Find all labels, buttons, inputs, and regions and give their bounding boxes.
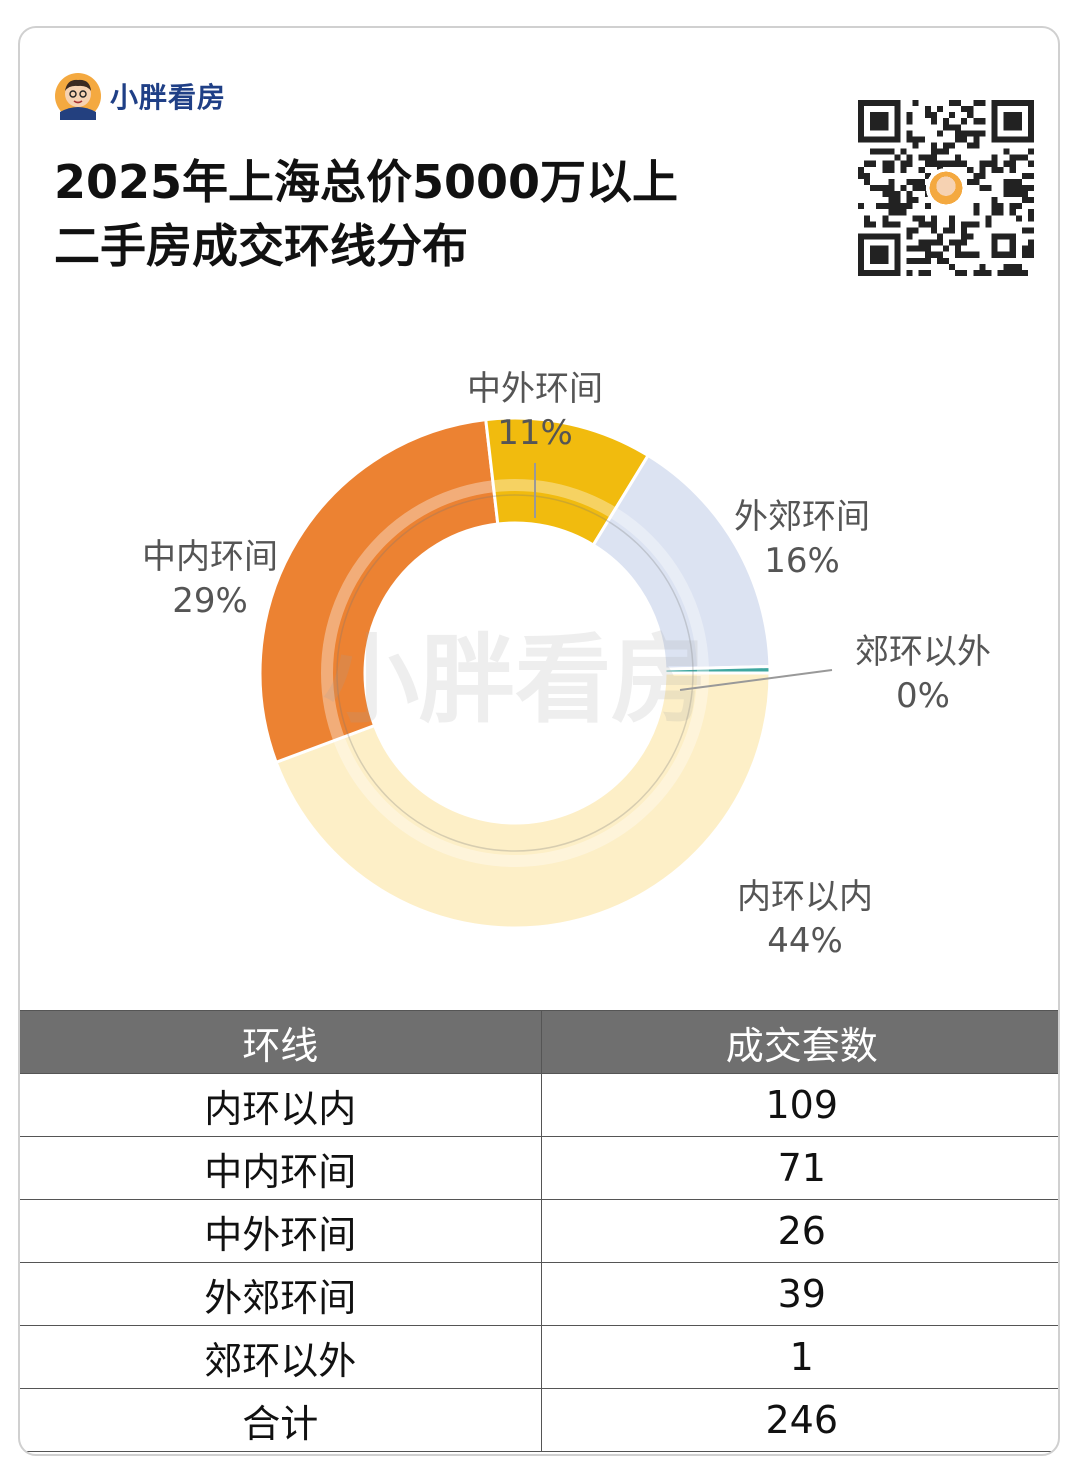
table-total-row: 合计 246 (20, 1388, 1058, 1452)
donut-slice-4 (591, 453, 772, 671)
table-row: 外郊环间 39 (20, 1262, 1058, 1326)
cell-count: 109 (540, 1073, 1058, 1137)
slice-label-percent: 44% (767, 921, 843, 961)
header-ring-line: 环线 (20, 1010, 542, 1074)
slice-label-percent: 11% (497, 413, 573, 453)
table-row: 中外环间 26 (20, 1199, 1058, 1263)
slice-label-name: 内环以内 (737, 877, 873, 917)
slice-label-percent: 0% (896, 676, 950, 716)
cell-ring: 外郊环间 (20, 1262, 542, 1326)
header-deal-count: 成交套数 (540, 1010, 1058, 1074)
table-row: 中内环间 71 (20, 1136, 1058, 1200)
qr-code-icon (858, 100, 1034, 276)
title-line-2: 二手房成交环线分布 (54, 219, 468, 273)
cell-ring: 中外环间 (20, 1199, 542, 1263)
cell-total-value: 246 (540, 1388, 1058, 1452)
inner-ring-line (336, 494, 694, 852)
cell-ring: 内环以内 (20, 1073, 542, 1137)
page-title: 2025年上海总价5000万以上 二手房成交环线分布 (54, 150, 678, 278)
cell-count: 71 (540, 1136, 1058, 1200)
slice-label-percent: 16% (764, 541, 840, 581)
slice-label-percent: 29% (172, 581, 248, 621)
cell-ring: 郊环以外 (20, 1325, 542, 1389)
donut-slice-1 (274, 671, 772, 930)
brand: 小胖看房 (54, 72, 226, 120)
table-header-row: 环线 成交套数 (20, 1010, 1058, 1074)
slice-label-name: 中内环间 (142, 537, 278, 577)
slice-label-name: 中外环间 (467, 369, 603, 409)
slice-label-name: 郊环以外 (855, 632, 991, 672)
slice-label-name: 外郊环间 (734, 497, 870, 537)
cell-total-label: 合计 (20, 1388, 542, 1452)
cell-count: 1 (540, 1325, 1058, 1389)
cell-count: 39 (540, 1262, 1058, 1326)
leader-line-5 (679, 669, 833, 691)
infographic-card: 小胖看房 2025年上海总价5000万以上 二手房成交环线分布 小胖看房 内环以… (18, 26, 1060, 1456)
brand-name: 小胖看房 (110, 81, 227, 114)
donut-slice-2 (258, 418, 500, 765)
cell-count: 26 (540, 1199, 1058, 1263)
title-line-1: 2025年上海总价5000万以上 (54, 155, 679, 209)
deals-table: 环线 成交套数 内环以内 109 中内环间 71 中外环间 26 外郊环间 39 郊环以… (20, 1010, 1058, 1452)
watermark-text: 小胖看房 (323, 624, 707, 736)
table-row: 郊环以外 1 (20, 1325, 1058, 1389)
donut-slice-5 (663, 664, 772, 675)
cell-ring: 中内环间 (20, 1136, 542, 1200)
avatar-icon (55, 73, 101, 120)
ring-highlight (321, 479, 709, 867)
table-row: 内环以内 109 (20, 1073, 1058, 1137)
